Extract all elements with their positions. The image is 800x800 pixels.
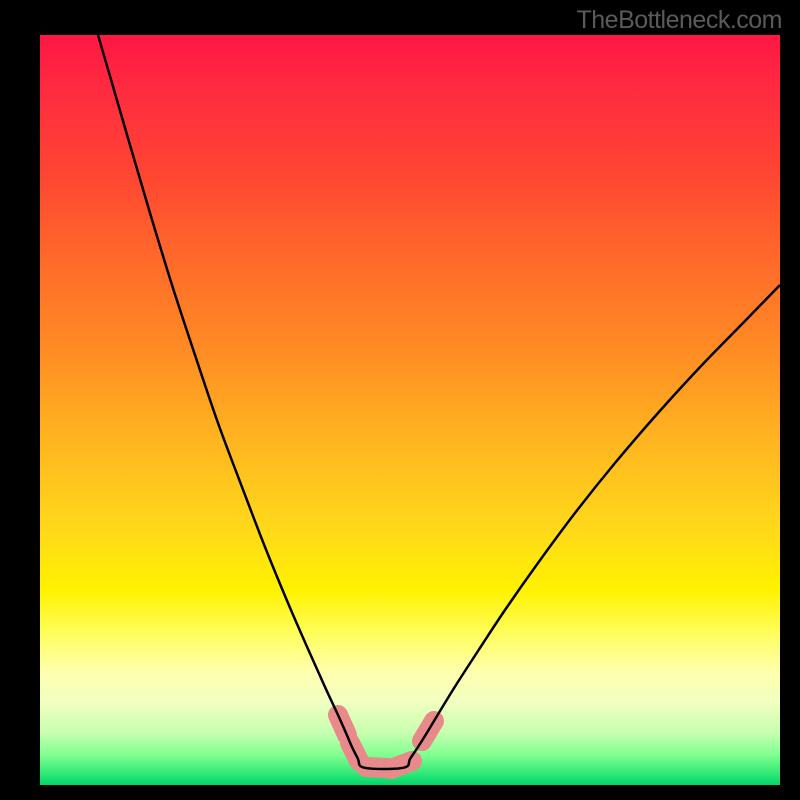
- chart-plot-area: [40, 35, 780, 785]
- curve-markers: [338, 715, 434, 769]
- v-curve-line: [98, 35, 780, 769]
- watermark-text: TheBottleneck.com: [577, 6, 783, 35]
- bottleneck-curve: [40, 35, 780, 785]
